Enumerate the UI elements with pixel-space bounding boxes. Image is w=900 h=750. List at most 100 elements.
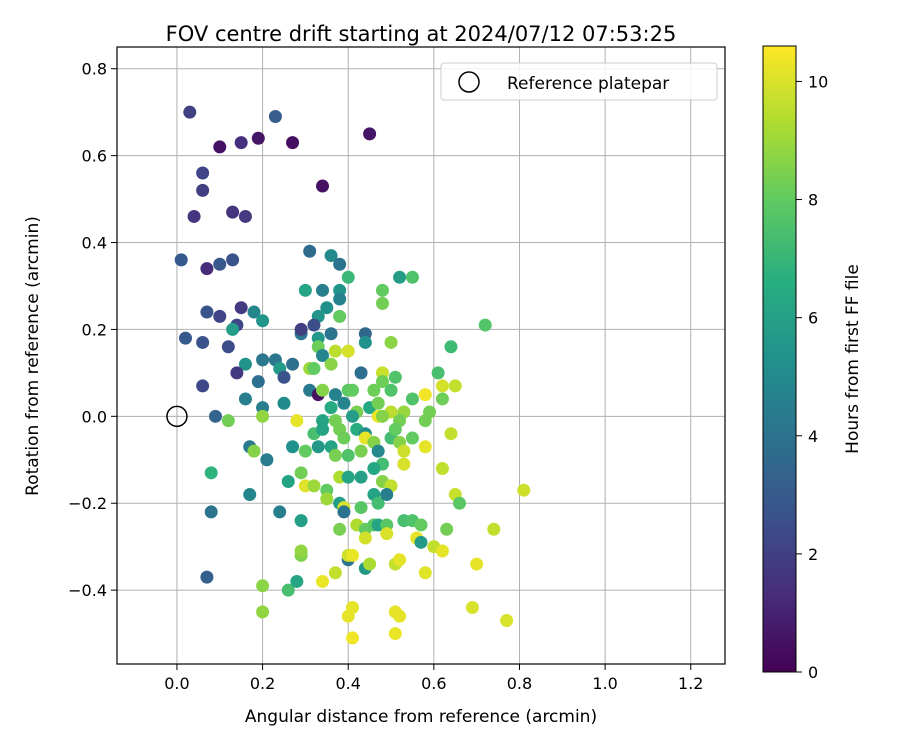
scatter-point bbox=[341, 470, 355, 484]
scatter-point bbox=[358, 531, 372, 545]
scatter-point bbox=[375, 375, 389, 389]
scatter-point bbox=[196, 183, 210, 197]
scatter-point bbox=[277, 396, 291, 410]
scatter-point bbox=[448, 379, 462, 393]
x-tick-label: 0.8 bbox=[507, 674, 532, 693]
scatter-point bbox=[405, 431, 419, 445]
colorbar-tick-label: 6 bbox=[808, 309, 818, 328]
scatter-point bbox=[200, 570, 214, 584]
scatter-point bbox=[371, 396, 385, 410]
scatter-point bbox=[435, 379, 449, 393]
scatter-point bbox=[221, 414, 235, 428]
scatter-point bbox=[256, 409, 270, 423]
scatter-point bbox=[256, 353, 270, 367]
y-tick-label: 0.6 bbox=[82, 147, 107, 166]
scatter-point bbox=[380, 488, 394, 502]
colorbar-tick-label: 8 bbox=[808, 191, 818, 210]
legend: Reference platepar bbox=[440, 62, 718, 101]
scatter-point bbox=[286, 357, 300, 371]
scatter-point bbox=[196, 335, 210, 349]
scatter-point bbox=[500, 614, 514, 628]
y-tick-label: −0.4 bbox=[68, 581, 107, 600]
scatter-point bbox=[341, 270, 355, 284]
scatter-point bbox=[251, 131, 265, 145]
scatter-point bbox=[397, 457, 411, 471]
scatter-point bbox=[316, 179, 330, 193]
legend-label: Reference platepar bbox=[507, 74, 669, 94]
reference-platepar-marker bbox=[166, 405, 188, 428]
y-tick-label: −0.2 bbox=[68, 494, 107, 513]
scatter-point bbox=[337, 505, 351, 519]
scatter-point bbox=[311, 440, 325, 454]
scatter-point bbox=[221, 340, 235, 354]
scatter-point bbox=[316, 349, 330, 362]
scatter-point bbox=[238, 392, 252, 406]
scatter-point bbox=[431, 366, 445, 380]
scatter-point bbox=[234, 136, 248, 150]
scatter-point bbox=[354, 444, 368, 458]
scatter-point bbox=[405, 270, 419, 284]
scatter-point bbox=[367, 461, 381, 475]
scatter-point bbox=[320, 492, 334, 506]
scatter-point bbox=[435, 544, 449, 558]
scatter-point bbox=[367, 383, 381, 397]
scatter-point bbox=[375, 283, 389, 297]
scatter-point bbox=[196, 166, 210, 180]
scatter-point bbox=[328, 448, 342, 462]
scatter-point bbox=[208, 409, 222, 423]
y-tick-label: 0.0 bbox=[82, 407, 107, 426]
scatter-point bbox=[341, 448, 355, 462]
scatter-point bbox=[345, 601, 359, 615]
scatter-point bbox=[256, 605, 270, 619]
scatter-point bbox=[354, 501, 368, 515]
scatter-point bbox=[316, 283, 330, 297]
plot-frame bbox=[116, 46, 726, 665]
x-tick-label: 1.2 bbox=[678, 674, 703, 693]
scatter-point bbox=[328, 566, 342, 580]
scatter-point bbox=[487, 522, 501, 536]
scatter-point bbox=[388, 422, 402, 436]
scatter-point bbox=[354, 366, 368, 380]
scatter-point bbox=[307, 318, 321, 332]
scatter-point bbox=[251, 375, 265, 389]
scatter-point bbox=[183, 105, 197, 119]
scatter-point bbox=[256, 579, 270, 593]
scatter-point bbox=[324, 327, 338, 341]
scatter-point bbox=[393, 609, 407, 623]
scatter-point bbox=[187, 209, 201, 223]
x-tick-label: 0.6 bbox=[421, 674, 446, 693]
scatter-point bbox=[328, 388, 342, 402]
scatter-point bbox=[286, 440, 300, 454]
scatter-point bbox=[384, 335, 398, 349]
scatter-point bbox=[268, 110, 282, 124]
scatter-point bbox=[363, 557, 377, 571]
scatter-point bbox=[324, 357, 338, 371]
scatter-point bbox=[294, 514, 308, 528]
scatter-point bbox=[345, 631, 359, 645]
scatter-point bbox=[478, 318, 492, 332]
colorbar-tick-label: 4 bbox=[808, 427, 818, 446]
scatter-point bbox=[333, 522, 347, 536]
scatter-point bbox=[316, 422, 330, 436]
scatter-point bbox=[405, 392, 419, 406]
scatter-point bbox=[414, 535, 428, 549]
scatter-point bbox=[324, 401, 338, 415]
y-ticks: −0.4 −0.2 0.0 0.2 0.4 0.6 0.8 bbox=[68, 60, 117, 600]
scatter-point bbox=[213, 257, 227, 271]
scatter-point bbox=[230, 366, 244, 380]
scatter-point bbox=[435, 461, 449, 475]
scatter-point bbox=[375, 296, 389, 310]
scatter-point bbox=[226, 322, 240, 336]
scatter-point bbox=[234, 301, 248, 315]
scatter-point bbox=[358, 335, 372, 349]
scatter-point bbox=[213, 309, 227, 323]
scatter-point bbox=[238, 209, 252, 223]
scatter-point bbox=[371, 496, 385, 510]
scatter-point bbox=[196, 379, 210, 393]
scatter-point bbox=[418, 388, 432, 402]
scatter-point bbox=[290, 574, 304, 588]
scatter-point bbox=[238, 357, 252, 371]
scatter-point bbox=[333, 292, 347, 306]
scatter-point bbox=[337, 396, 351, 410]
scatter-point bbox=[243, 488, 257, 502]
